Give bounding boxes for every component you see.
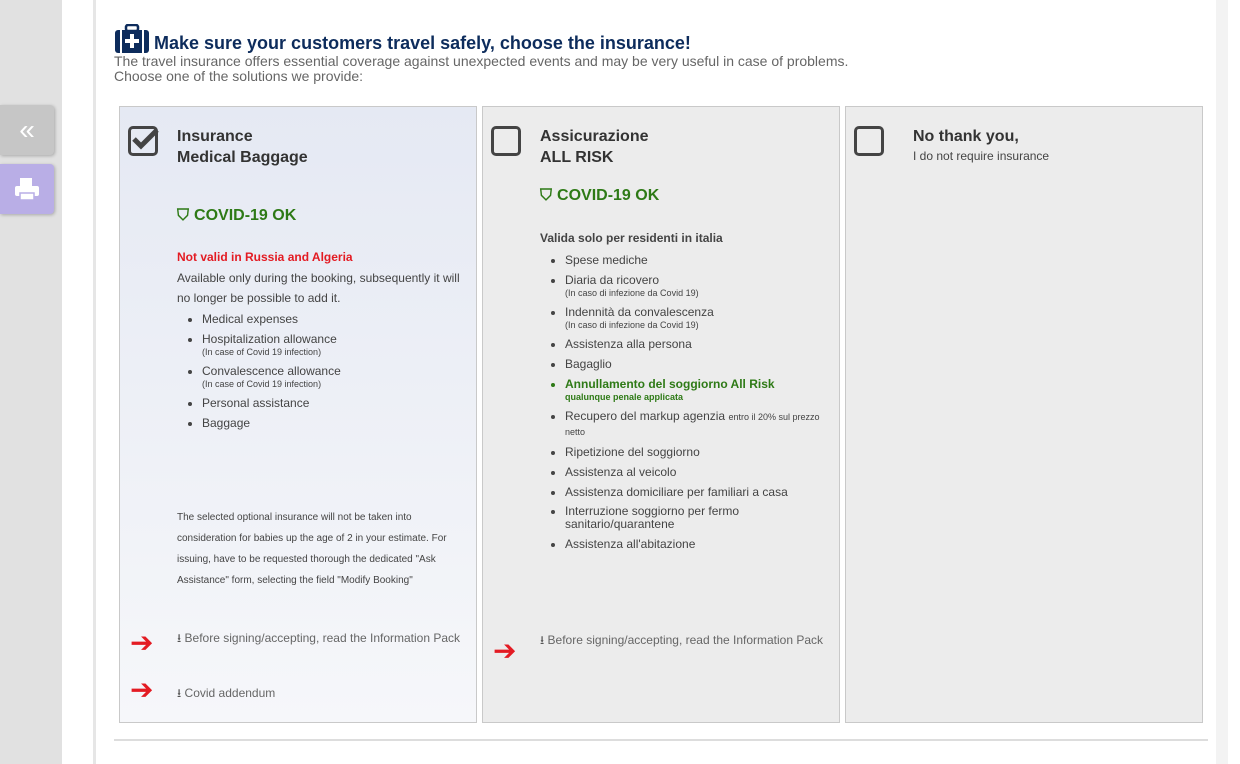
list-item: Medical expenses bbox=[202, 312, 467, 326]
list-item: Recupero del markup agenzia entro il 20%… bbox=[565, 409, 830, 439]
download-link[interactable]: ⭳ Before signing/accepting, read the Inf… bbox=[540, 633, 824, 647]
list-item: Interruzione soggiorno per fermo sanitar… bbox=[565, 505, 775, 531]
insurance-option-none[interactable]: No thank you, I do not require insurance bbox=[845, 106, 1203, 723]
page-title: Make sure your customers travel safely, … bbox=[154, 33, 691, 53]
insurance-option-all-risk[interactable]: Assicurazione ALL RISK ⛉ COVID-19 OK Valid… bbox=[482, 106, 840, 723]
covid-badge: ⛉ COVID-19 OK bbox=[540, 187, 660, 204]
download-link[interactable]: ⭳ Covid addendum bbox=[177, 686, 276, 700]
shield-icon: ⛉ bbox=[177, 207, 190, 224]
checkbox-checked[interactable] bbox=[128, 126, 159, 156]
list-item: Assistenza all'abitazione bbox=[565, 537, 830, 551]
download-icon: ⭳ bbox=[177, 631, 182, 645]
red-arrow-icon: ➔ bbox=[130, 674, 154, 705]
list-item: Assistenza domiciliare per familiari a c… bbox=[565, 485, 830, 499]
divider bbox=[93, 0, 96, 764]
list-item: Hospitalization allowance(In case of Cov… bbox=[202, 332, 467, 358]
list-item: Personal assistance bbox=[202, 396, 467, 410]
checkbox[interactable] bbox=[491, 126, 521, 156]
red-arrow-icon: ➔ bbox=[130, 627, 154, 658]
check-icon bbox=[132, 128, 159, 150]
list-item: Assistenza al veicolo bbox=[565, 465, 830, 479]
list-item: Annullamento del soggiorno All Riskqualu… bbox=[565, 377, 830, 403]
list-item: Ripetizione del soggiorno bbox=[565, 445, 830, 459]
download-icon: ⭳ bbox=[177, 686, 182, 700]
warning-text: Not valid in Russia and Algeria bbox=[177, 250, 353, 264]
option-title: Insurance Medical Baggage bbox=[177, 128, 308, 166]
covid-badge: ⛉ COVID-19 OK bbox=[177, 207, 297, 224]
insurance-header: Make sure your customers travel safely, … bbox=[114, 24, 1114, 84]
list-item: Diaria da ricovero(In caso di infezione … bbox=[565, 273, 830, 299]
checkbox[interactable] bbox=[854, 126, 884, 156]
printer-icon bbox=[15, 178, 39, 201]
medical-suitcase-icon bbox=[115, 24, 149, 53]
print-button[interactable] bbox=[0, 164, 54, 214]
option-title: Assicurazione ALL RISK bbox=[540, 128, 649, 166]
disclaimer: The selected optional insurance will not… bbox=[177, 512, 447, 586]
double-chevron-left-icon: « bbox=[19, 114, 35, 145]
list-item: Convalescence allowance(In case of Covid… bbox=[202, 364, 467, 390]
intro-text: The travel insurance offers essential co… bbox=[114, 53, 849, 69]
option-details: Valida solo per residenti in italia Spes… bbox=[540, 231, 830, 557]
option-subtitle: I do not require insurance bbox=[913, 149, 1050, 163]
list-item: Bagaglio bbox=[565, 357, 830, 371]
intro-text: Choose one of the solutions we provide: bbox=[114, 68, 364, 84]
list-item: Spese mediche bbox=[565, 253, 830, 267]
download-link[interactable]: ⭳ Before signing/accepting, read the Inf… bbox=[177, 631, 461, 645]
option-heading: Valida solo per residenti in italia bbox=[540, 231, 723, 245]
note-text: Available only during the booking, subse… bbox=[177, 271, 460, 305]
divider bbox=[1216, 0, 1228, 764]
option-title: No thank you, bbox=[913, 128, 1019, 145]
option-details: Not valid in Russia and Algeria Availabl… bbox=[177, 250, 467, 436]
list-item: Indennità da convalescenza(In caso di in… bbox=[565, 305, 830, 331]
list-item: Baggage bbox=[202, 416, 467, 430]
red-arrow-icon: ➔ bbox=[493, 635, 517, 666]
insurance-option-medical-baggage[interactable]: Insurance Medical Baggage ⛉ COVID-19 OK No… bbox=[119, 106, 477, 723]
divider bbox=[114, 739, 1208, 741]
list-item: Assistenza alla persona bbox=[565, 337, 830, 351]
collapse-button[interactable]: « bbox=[0, 105, 54, 155]
shield-icon: ⛉ bbox=[540, 187, 553, 204]
download-icon: ⭳ bbox=[540, 633, 545, 647]
